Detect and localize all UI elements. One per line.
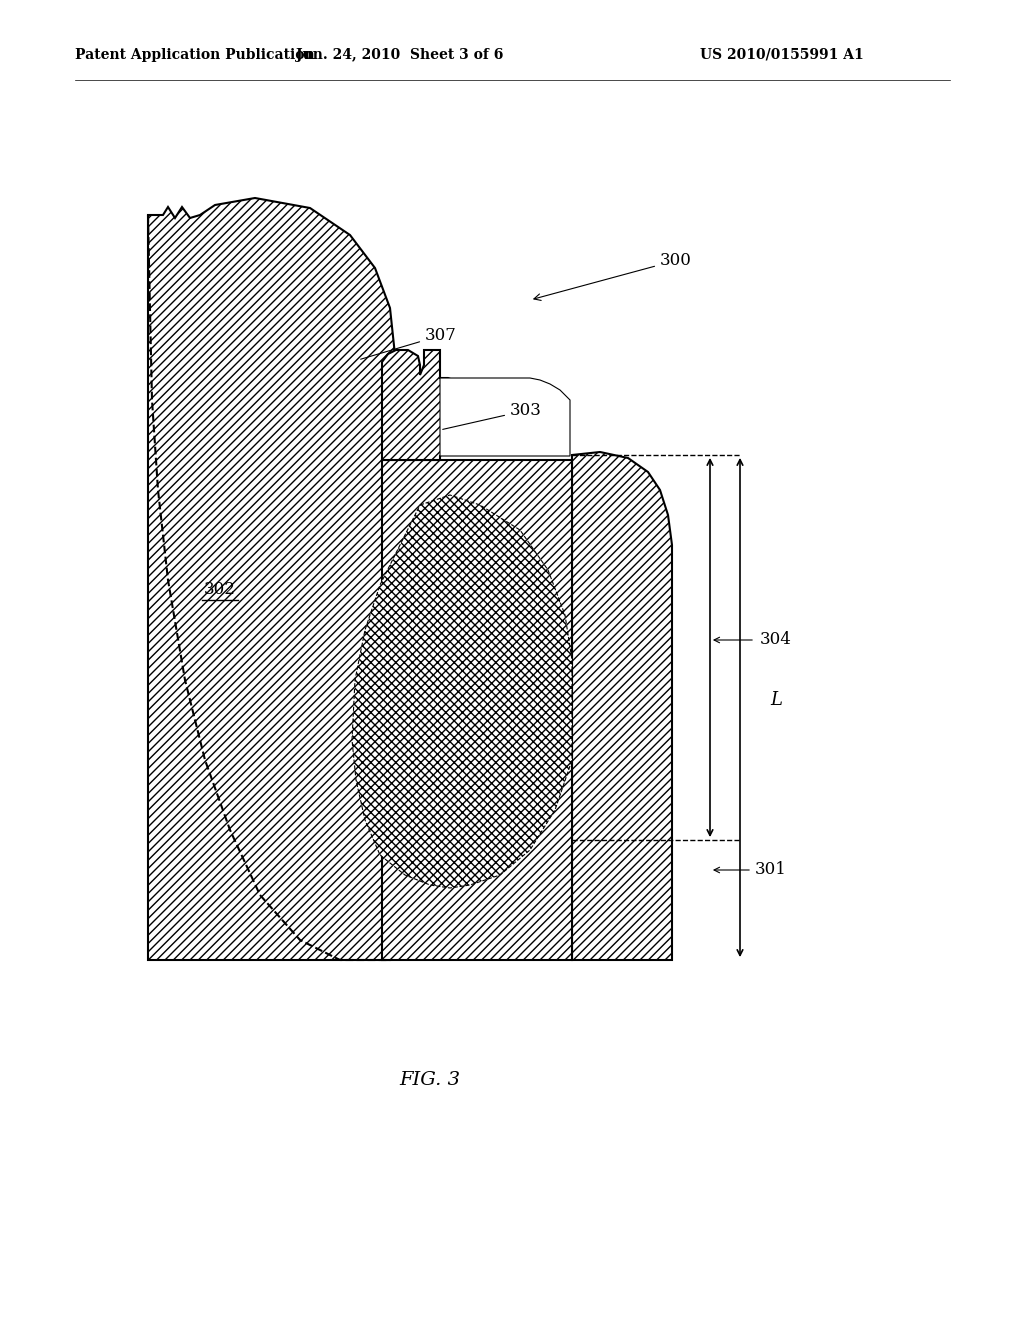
Text: 307: 307 (360, 327, 457, 359)
Polygon shape (382, 459, 572, 960)
Text: 304: 304 (760, 631, 792, 648)
Polygon shape (148, 198, 396, 960)
Polygon shape (572, 451, 672, 960)
Text: 300: 300 (534, 252, 692, 301)
Text: Jun. 24, 2010  Sheet 3 of 6: Jun. 24, 2010 Sheet 3 of 6 (296, 48, 504, 62)
Text: 303: 303 (442, 403, 542, 429)
Text: 302: 302 (204, 582, 236, 598)
Text: L: L (770, 690, 782, 709)
Text: 301: 301 (755, 862, 786, 879)
Text: FIG. 3: FIG. 3 (399, 1071, 461, 1089)
Polygon shape (440, 378, 570, 455)
Text: Patent Application Publication: Patent Application Publication (75, 48, 314, 62)
Polygon shape (382, 350, 468, 459)
Polygon shape (352, 495, 572, 888)
Text: US 2010/0155991 A1: US 2010/0155991 A1 (700, 48, 864, 62)
